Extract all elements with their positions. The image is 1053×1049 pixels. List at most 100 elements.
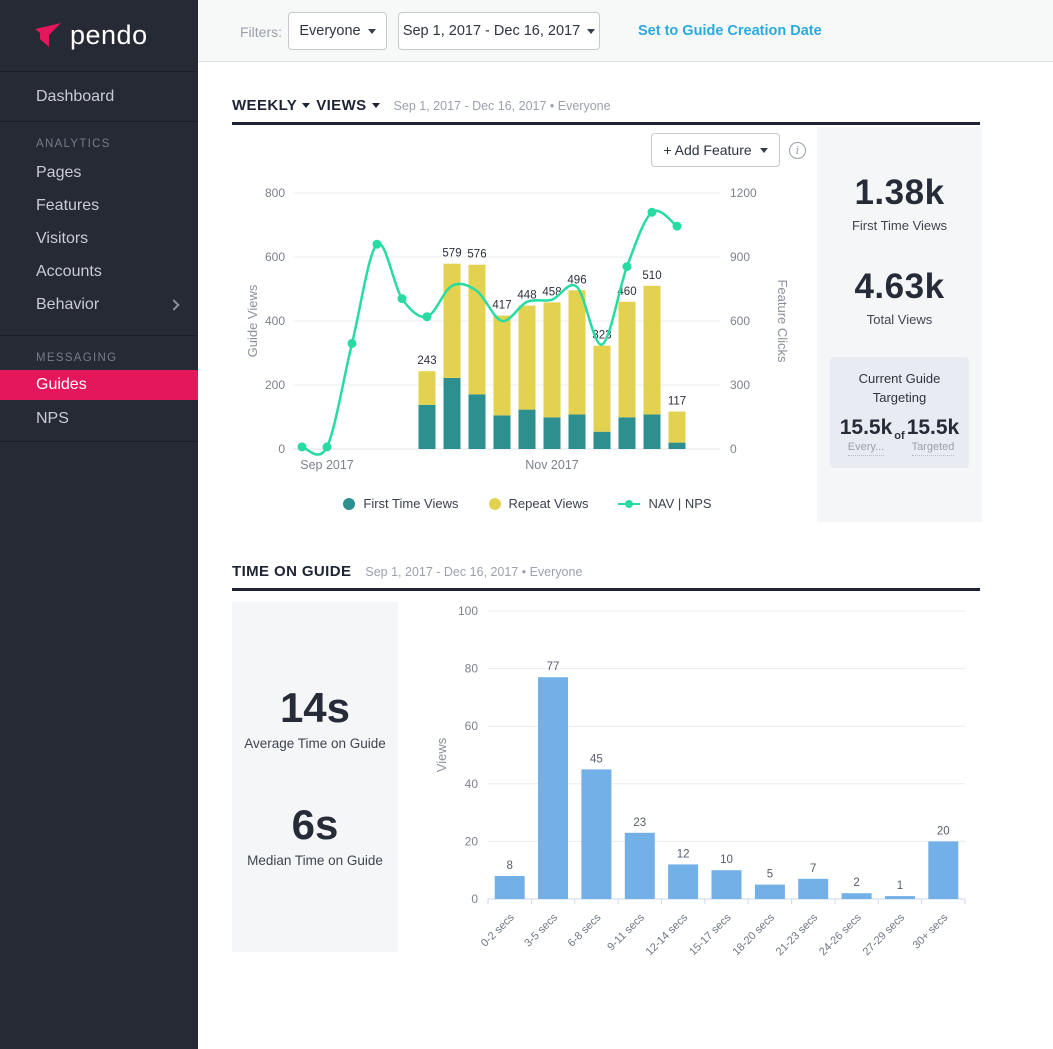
targeting-right-label[interactable]: Targeted [911,441,955,456]
svg-text:Guide Views: Guide Views [245,284,260,357]
total-views-label: Total Views [866,312,933,327]
svg-text:10: 10 [720,854,733,866]
svg-text:12: 12 [677,848,690,860]
targeting-left-value: 15.5k [839,415,893,439]
svg-text:1: 1 [897,880,903,892]
first-time-views-dot-icon [343,497,356,510]
svg-text:23: 23 [633,817,646,829]
svg-text:21-23 secs: 21-23 secs [774,911,821,958]
svg-text:20: 20 [465,834,479,848]
right-axis: 0 300 600 900 1200 Feature Clicks [730,186,790,456]
weekly-views-header: WEEKLY VIEWS Sep 1, 2017 - Dec 16, 2017 … [232,97,980,125]
median-time-value: 6s [291,801,339,848]
views-bars [494,677,959,899]
add-feature-button[interactable]: + Add Feature [651,133,780,167]
current-guide-targeting-card: Current Guide Targeting 15.5k Every... o… [830,357,969,468]
svg-text:6-8 secs: 6-8 secs [566,911,604,949]
svg-text:8: 8 [506,860,512,872]
legend-repeat-views[interactable]: Repeat Views [488,496,588,511]
weekly-dropdown[interactable]: WEEKLY [232,97,311,114]
svg-text:3-5 secs: 3-5 secs [522,911,560,949]
svg-text:0: 0 [471,892,478,906]
targeting-left-label[interactable]: Every... [847,441,885,456]
svg-text:Sep 2017: Sep 2017 [300,458,354,472]
x-axis: Sep 2017 Nov 2017 [300,458,579,472]
svg-text:77: 77 [547,661,560,673]
weekly-stats-card: 1.38k First Time Views 4.63k Total Views… [817,127,982,522]
filter-bar: Filters: Everyone Sep 1, 2017 - Dec 16, … [198,0,1053,62]
svg-text:400: 400 [265,314,285,328]
svg-text:600: 600 [265,250,285,264]
svg-text:496: 496 [567,274,586,286]
svg-text:200: 200 [265,378,285,392]
svg-text:24-26 secs: 24-26 secs [817,911,864,958]
svg-text:Nov 2017: Nov 2017 [525,458,579,472]
svg-text:579: 579 [442,248,461,260]
sidebar-item-features[interactable]: Features [36,196,100,214]
svg-text:100: 100 [458,604,478,618]
average-time-value: 14s [279,684,351,731]
svg-text:460: 460 [617,286,636,298]
svg-text:800: 800 [265,186,285,200]
first-time-views-bars [418,378,686,449]
svg-text:5: 5 [767,869,773,881]
svg-text:Feature Clicks: Feature Clicks [775,279,790,363]
targeting-of: of [894,429,905,442]
sidebar-item-guides[interactable]: Guides [0,370,198,400]
median-time-label: Median Time on Guide [247,853,383,868]
svg-text:80: 80 [465,662,479,676]
caret-down-icon [587,28,596,34]
repeat-views-dot-icon [488,497,501,510]
sidebar-item-behavior[interactable]: Behavior [0,288,198,321]
sidebar-item-accounts[interactable]: Accounts [36,262,102,280]
caret-down-icon [759,147,768,153]
weekly-views-chart[interactable]: 0 200 400 600 800 Guide Views 0 300 600 900 1200 Fe… [245,172,810,490]
svg-text:15-17 secs: 15-17 secs [687,911,734,958]
caret-down-icon [371,103,380,108]
y-axis: 0 20 40 60 80 100 Views [434,604,478,906]
left-axis: 0 200 400 600 800 Guide Views [245,186,285,456]
views-dropdown[interactable]: VIEWS [316,97,380,114]
pendo-logo-icon [35,22,61,47]
svg-text:1200: 1200 [730,186,757,200]
svg-text:300: 300 [730,378,750,392]
total-views-value: 4.63k [854,267,945,306]
average-time-label: Average Time on Guide [244,736,386,751]
svg-text:18-20 secs: 18-20 secs [730,911,777,958]
time-on-guide-stats-card: 14s Average Time on Guide 6s Median Time… [232,602,398,952]
svg-text:Views: Views [434,737,449,772]
set-guide-creation-date-link[interactable]: Set to Guide Creation Date [638,23,822,39]
time-on-guide-header: TIME ON GUIDE Sep 1, 2017 - Dec 16, 2017… [232,563,980,591]
svg-text:900: 900 [730,250,750,264]
sidebar-item-dashboard[interactable]: Dashboard [0,72,198,122]
svg-text:510: 510 [642,270,661,282]
svg-text:0: 0 [278,442,285,456]
sidebar-item-visitors[interactable]: Visitors [36,229,89,247]
sidebar-item-nps[interactable]: NPS [36,409,69,427]
pendo-logo[interactable]: pendo [0,0,198,72]
bar-value-labels: 8 77 45 23 12 10 5 7 2 1 20 [506,661,949,892]
sidebar-item-pages[interactable]: Pages [36,163,82,181]
legend-first-time-views[interactable]: First Time Views [343,496,459,511]
nav-nps-line [297,207,682,456]
info-icon[interactable]: i [789,142,806,159]
sidebar: pendo Dashboard ANALYTICS Pages Features… [0,0,198,1049]
svg-text:12-14 secs: 12-14 secs [644,911,691,958]
date-range-dropdown[interactable]: Sep 1, 2017 - Dec 16, 2017 [398,12,600,50]
weekly-subtitle: Sep 1, 2017 - Dec 16, 2017 • Everyone [393,99,611,113]
caret-down-icon [302,103,311,108]
svg-text:20: 20 [937,825,950,837]
svg-text:417: 417 [492,300,511,312]
svg-text:27-29 secs: 27-29 secs [861,911,908,958]
time-on-guide-chart[interactable]: 0 20 40 60 80 100 Views 8 77 45 23 12 10 5 7 2 1 20 0-2 se… [430,598,1000,963]
svg-text:9-11 secs: 9-11 secs [605,911,647,953]
legend-nav-nps[interactable]: NAV | NPS [618,496,712,511]
svg-text:243: 243 [417,355,436,367]
targeting-right-value: 15.5k [906,415,960,439]
svg-text:117: 117 [668,396,686,408]
svg-text:30+ secs: 30+ secs [911,911,951,951]
audience-filter-dropdown[interactable]: Everyone [288,12,387,50]
sidebar-section-analytics: ANALYTICS [36,138,111,150]
